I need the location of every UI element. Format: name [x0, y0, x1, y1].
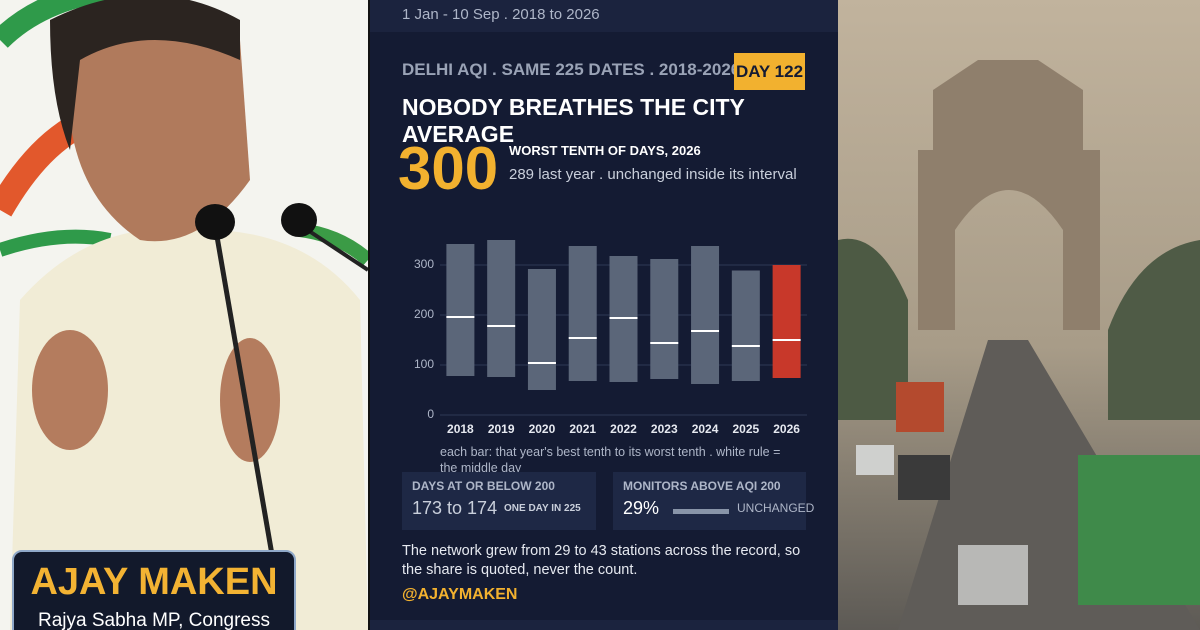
handle: @AJAYMAKEN: [402, 586, 518, 603]
x-tick-label: 2020: [529, 422, 556, 436]
stat-sub: 289 last year . unchanged inside its int…: [509, 166, 797, 183]
footer-text: The network grew from 29 to 43 stations …: [402, 543, 801, 578]
y-tick-label: 300: [414, 257, 434, 271]
speaker-name: AJAY MAKEN: [30, 561, 278, 603]
x-tick-label: 2021: [569, 422, 596, 436]
card: [613, 472, 806, 530]
range-bar: [731, 270, 760, 381]
gauge: [673, 509, 729, 514]
x-tick-label: 2018: [447, 422, 474, 436]
kicker: DELHI AQI . SAME 225 DATES . 2018-2026: [402, 60, 741, 79]
card-label: DAYS AT OR BELOW 200: [412, 479, 555, 493]
portrait-photo: [0, 0, 368, 630]
x-tick-label: 2019: [488, 422, 515, 436]
range-bar: [650, 259, 679, 379]
nameplate: [12, 550, 296, 630]
range-bar: [487, 240, 516, 377]
date-strip: [370, 0, 838, 32]
card-value: 173 to 174: [412, 498, 498, 518]
infographic-panel: 1 Jan - 10 Sep . 2018 to 2026 DELHI AQI …: [370, 0, 838, 630]
speaker-role: Rajya Sabha MP, Congress: [38, 610, 270, 630]
chart-note: each bar: that year's best tenth to its …: [440, 445, 781, 475]
x-tick-label: 2025: [732, 422, 759, 436]
x-tick-label: 2023: [651, 422, 678, 436]
stat-value: 300: [398, 135, 499, 202]
card: [402, 472, 596, 530]
card-aside: ONE DAY IN 225: [504, 503, 581, 514]
card-label: MONITORS ABOVE AQI 200: [623, 479, 781, 493]
y-tick-label: 200: [414, 307, 434, 321]
range-chart: 0 100 200 300 2018 2019 2020 2021 2022 2023 2024 20…: [414, 240, 807, 436]
date-range: 1 Jan - 10 Sep . 2018 to 2026: [402, 6, 600, 23]
bottom-strip: [370, 620, 838, 630]
y-tick-label: 100: [414, 357, 434, 371]
x-tick-label: 2024: [692, 422, 719, 436]
range-bar: [568, 246, 597, 381]
range-bar: [446, 244, 475, 376]
x-tick-label: 2022: [610, 422, 637, 436]
range-bar: [691, 246, 720, 384]
india-gate-photo: [838, 0, 1200, 630]
card-aside: UNCHANGED: [737, 501, 815, 515]
headline: NOBODY BREATHES THE CITY AVERAGE: [402, 94, 745, 147]
stat-label: WORST TENTH OF DAYS, 2026: [509, 143, 701, 158]
card-value: 29%: [623, 498, 660, 518]
day-badge: DAY 122: [734, 53, 805, 90]
y-tick-label: 0: [427, 407, 434, 421]
x-tick-label: 2026: [773, 422, 800, 436]
range-bar: [527, 269, 556, 390]
range-bar: [772, 265, 801, 378]
